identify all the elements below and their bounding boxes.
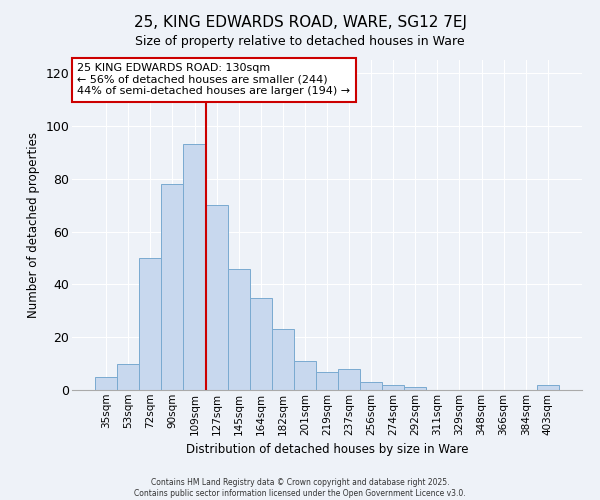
Bar [294,361,316,390]
Bar [161,184,184,390]
Bar [404,388,427,390]
Text: Contains HM Land Registry data © Crown copyright and database right 2025.
Contai: Contains HM Land Registry data © Crown c… [134,478,466,498]
Bar [316,372,338,390]
Bar [184,144,206,390]
Text: 25, KING EDWARDS ROAD, WARE, SG12 7EJ: 25, KING EDWARDS ROAD, WARE, SG12 7EJ [133,15,467,30]
Bar [360,382,382,390]
X-axis label: Distribution of detached houses by size in Ware: Distribution of detached houses by size … [186,443,468,456]
Bar [117,364,139,390]
Bar [206,205,227,390]
Bar [139,258,161,390]
Y-axis label: Number of detached properties: Number of detached properties [27,132,40,318]
Text: Size of property relative to detached houses in Ware: Size of property relative to detached ho… [135,35,465,48]
Text: 25 KING EDWARDS ROAD: 130sqm
← 56% of detached houses are smaller (244)
44% of s: 25 KING EDWARDS ROAD: 130sqm ← 56% of de… [77,64,350,96]
Bar [338,369,360,390]
Bar [250,298,272,390]
Bar [382,384,404,390]
Bar [227,268,250,390]
Bar [95,377,117,390]
Bar [537,384,559,390]
Bar [272,330,294,390]
